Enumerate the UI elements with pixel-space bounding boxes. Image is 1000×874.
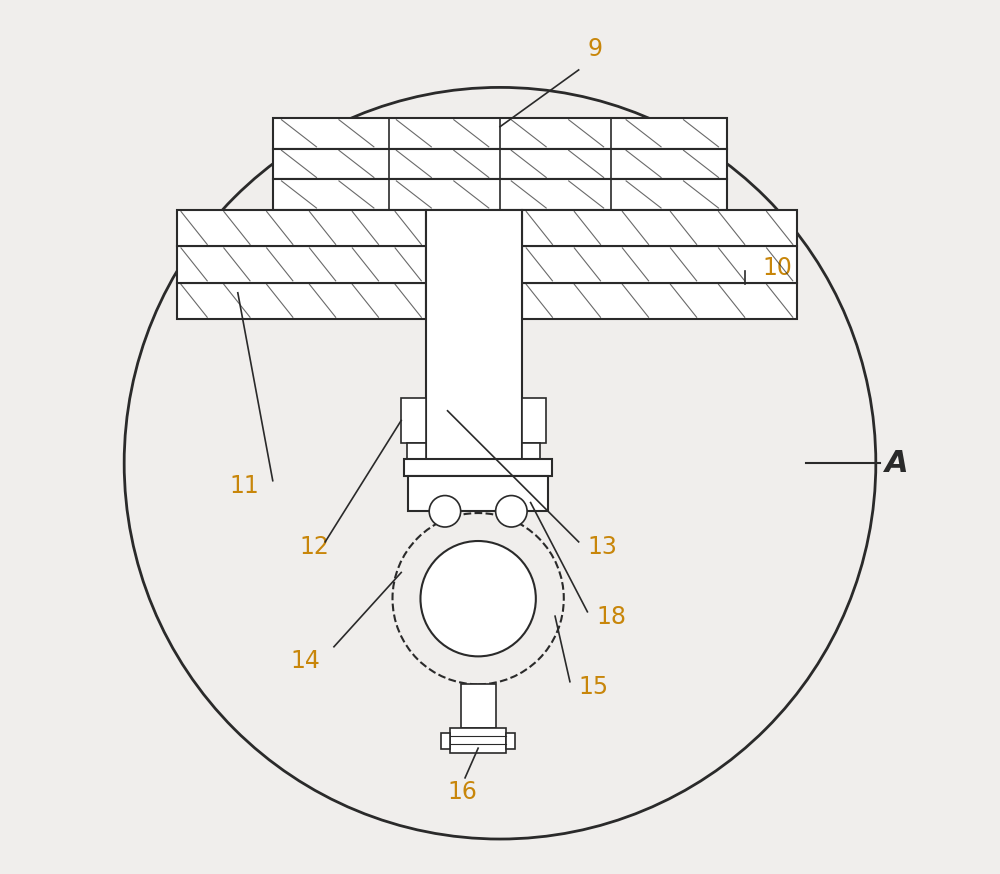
Bar	[407, 443, 426, 471]
Bar	[177, 282, 426, 319]
Bar	[522, 398, 546, 443]
Bar	[273, 149, 727, 179]
Bar	[404, 459, 552, 476]
Text: 13: 13	[587, 536, 617, 559]
Text: 9: 9	[587, 38, 602, 61]
Bar	[522, 443, 540, 471]
Bar	[273, 179, 727, 210]
Text: 16: 16	[448, 780, 477, 804]
Text: 18: 18	[596, 606, 626, 629]
Text: 11: 11	[229, 475, 259, 498]
Text: 10: 10	[762, 256, 792, 280]
Bar	[506, 733, 515, 749]
Bar	[408, 476, 548, 511]
Bar	[522, 282, 797, 319]
Bar	[461, 684, 496, 728]
Bar	[177, 210, 426, 246]
Circle shape	[429, 496, 461, 527]
Bar	[426, 210, 522, 463]
Circle shape	[420, 541, 536, 656]
Text: 15: 15	[579, 676, 609, 699]
Bar	[273, 118, 727, 149]
Bar	[522, 246, 797, 282]
Bar	[522, 210, 797, 246]
Bar	[441, 733, 450, 749]
Bar	[450, 728, 506, 753]
Bar	[177, 246, 426, 282]
Circle shape	[496, 496, 527, 527]
Bar	[401, 398, 426, 443]
Text: 14: 14	[290, 649, 320, 673]
Text: A: A	[885, 448, 908, 478]
Text: 12: 12	[299, 536, 329, 559]
